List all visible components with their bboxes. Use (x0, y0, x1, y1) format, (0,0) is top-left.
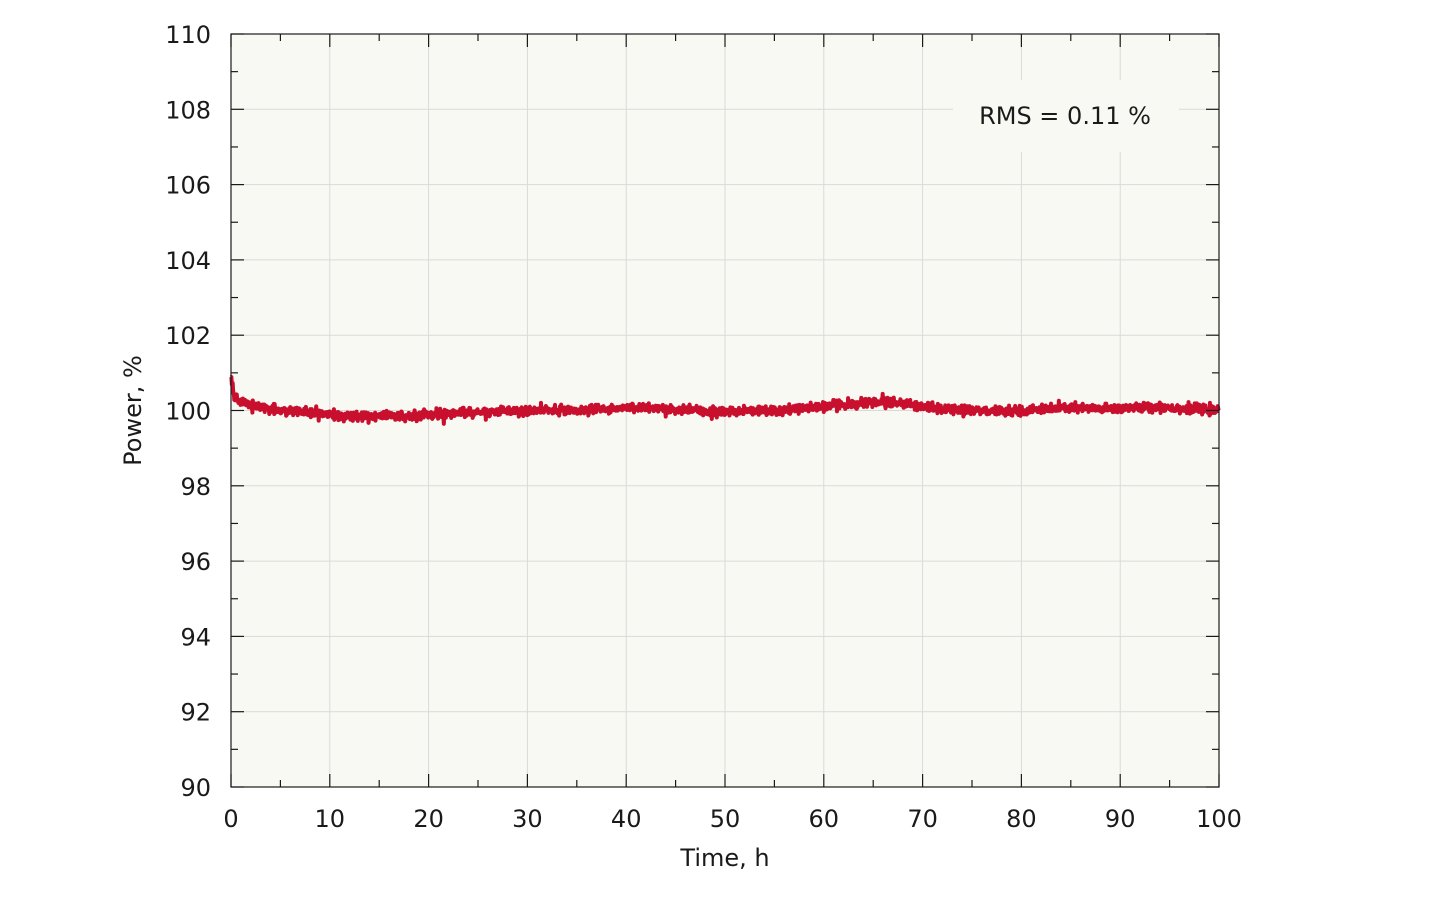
x-tick-label: 0 (223, 805, 238, 833)
x-tick-label: 60 (809, 805, 840, 833)
x-tick-labels: 0 10 20 30 40 50 60 70 80 90 100 (223, 805, 1242, 833)
power-series-line (229, 374, 1221, 426)
annotation-box (953, 80, 1179, 152)
y-tick-label: 92 (180, 699, 211, 727)
y-tick-label: 100 (165, 398, 211, 426)
y-tick-label: 108 (165, 96, 211, 124)
x-tick-label: 90 (1105, 805, 1136, 833)
y-tick-label: 106 (165, 172, 211, 200)
x-tick-label: 80 (1006, 805, 1037, 833)
y-tick-label: 104 (165, 247, 211, 275)
axis-ticks (230, 33, 1220, 788)
x-tick-label: 10 (315, 805, 346, 833)
rms-annotation: RMS = 0.11 % (979, 102, 1151, 130)
y-tick-label: 90 (180, 774, 211, 802)
x-axis-title: Time, h (679, 844, 769, 872)
x-tick-label: 30 (512, 805, 543, 833)
y-tick-label: 96 (180, 548, 211, 576)
x-tick-label: 50 (710, 805, 741, 833)
x-tick-label: 70 (907, 805, 938, 833)
y-tick-label: 110 (165, 21, 211, 49)
y-tick-labels: 90 92 94 96 98 100 102 104 106 108 110 (165, 21, 211, 802)
series-layer (229, 374, 1221, 426)
y-tick-label: 102 (165, 322, 211, 350)
x-tick-label: 40 (611, 805, 642, 833)
x-tick-label: 20 (413, 805, 444, 833)
y-axis-title: Power, % (119, 355, 147, 466)
x-tick-label: 100 (1196, 805, 1242, 833)
y-tick-label: 94 (180, 623, 211, 651)
y-tick-label: 98 (180, 473, 211, 501)
